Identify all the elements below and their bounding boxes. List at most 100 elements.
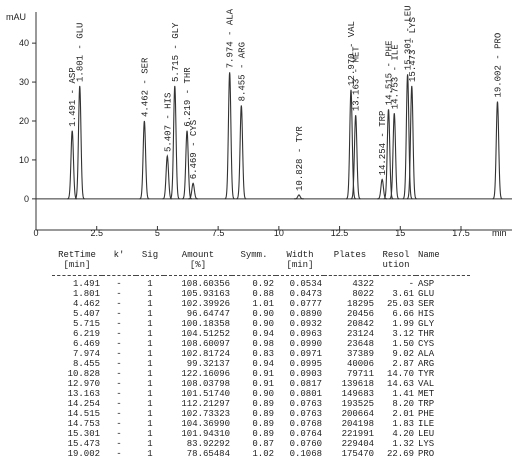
table-cell: 78.65484 <box>186 449 230 459</box>
peak-label: 14.515 - PHE <box>385 41 395 106</box>
table-row: 7.974 - 1 102.81724 0.83 0.0971 37389 9.02 ALA <box>52 349 470 359</box>
table-row: 4.462 - 1 102.39926 1.01 0.0777 18295 25.03 SER <box>52 299 470 309</box>
table-cell: 5.407 <box>72 309 100 319</box>
table-cell: 1 <box>147 449 153 459</box>
peak-label: 5.407 - HIS <box>163 93 173 152</box>
table-cell: 175470 <box>341 449 374 459</box>
peak <box>406 85 417 200</box>
peak-label: 10.828 - TYR <box>295 126 305 191</box>
table-cell: 14.63 <box>386 379 414 389</box>
table-cell: 7.974 <box>72 349 100 359</box>
table-cell: 0.90 <box>252 309 274 319</box>
table-cell: 40006 <box>346 359 374 369</box>
table-cell: ILE <box>418 419 435 429</box>
peak-label: 8.455 - ARG <box>237 42 247 101</box>
header-cell: Resol ution <box>376 250 416 276</box>
table-cell: 139618 <box>341 379 374 389</box>
table-cell: 1 <box>147 429 153 439</box>
peak-label: 1.801 - GLU <box>76 23 86 82</box>
header-cell: Plates <box>324 250 376 276</box>
table-cell: 10.828 <box>67 369 100 379</box>
table-cell: 0.0903 <box>289 369 322 379</box>
peak <box>294 194 304 200</box>
table-cell: 6.66 <box>392 309 414 319</box>
table-cell: - <box>116 339 122 349</box>
table-cell: 200664 <box>341 409 374 419</box>
table-row: 6.469 - 1 108.60097 0.98 0.0990 23648 1.50 CYS <box>52 339 470 349</box>
header-text: k' <box>113 250 125 260</box>
table-cell: 0.0971 <box>289 349 322 359</box>
table-cell: TRP <box>418 399 435 409</box>
table-row: 5.715 - 1 100.18358 0.90 0.0932 20842 1.99 GLY <box>52 319 470 329</box>
header-cell: RetTime [min] <box>52 250 102 276</box>
table-cell: 108.60356 <box>181 279 230 289</box>
table-cell: 1.41 <box>392 389 414 399</box>
y-tick-label: 20 <box>19 116 29 126</box>
table-row: 1.801 - 1 105.93163 0.88 0.0473 8022 3.61 GLU <box>52 289 470 299</box>
peak <box>377 178 388 200</box>
table-cell: 0.98 <box>252 339 274 349</box>
table-cell: - <box>116 369 122 379</box>
table-row: 13.163 - 1 101.51740 0.90 0.0801 149683 1.41 MET <box>52 389 470 399</box>
header-cell: Symm. <box>232 250 276 276</box>
table-cell: 25.03 <box>386 299 414 309</box>
table-cell: 8022 <box>352 289 374 299</box>
table-cell: ARG <box>418 359 435 369</box>
table-cell: 0.0760 <box>289 439 322 449</box>
table-cell: 1 <box>147 439 153 449</box>
peak <box>162 154 173 200</box>
table-cell: 122.16096 <box>181 369 230 379</box>
table-cell: 22.69 <box>386 449 414 459</box>
table-cell: 79711 <box>346 369 374 379</box>
peak <box>236 105 247 200</box>
header-text: ution <box>382 260 410 270</box>
header-text: Resol <box>382 250 410 260</box>
table-cell: 0.94 <box>252 359 274 369</box>
peak <box>139 120 150 200</box>
table-cell: 3.12 <box>392 329 414 339</box>
table-row: 12.970 - 1 108.03798 0.91 0.0817 139618 14.63 VA… <box>52 379 470 389</box>
header-text: [min] <box>63 260 91 270</box>
peak-label: 14.753 - ILE <box>390 44 400 109</box>
peak-label: 1.491 - ASP <box>68 67 78 126</box>
table-cell: 1 <box>147 389 153 399</box>
table-cell: 23648 <box>346 339 374 349</box>
table-cell: 1.50 <box>392 339 414 349</box>
table-row: 15.473 - 1 83.92292 0.87 0.0760 229404 1.32 LYS <box>52 439 470 449</box>
table-cell: 1 <box>147 309 153 319</box>
table-cell: 0.89 <box>252 419 274 429</box>
table-cell: 1.801 <box>72 289 100 299</box>
y-tick-label: 0 <box>24 194 29 204</box>
table-cell: - <box>116 349 122 359</box>
table-cell: - <box>116 399 122 409</box>
table-cell: 108.03798 <box>181 379 230 389</box>
peak-label: 19.002 - PRO <box>493 33 503 98</box>
table-cell: 0.0473 <box>289 289 322 299</box>
table-cell: 0.0995 <box>289 359 322 369</box>
peak <box>188 182 198 200</box>
table-row: 15.301 - 1 101.94310 0.89 0.0764 221991 4.20 LEU <box>52 429 470 439</box>
peak <box>74 85 85 200</box>
header-text: Name <box>418 250 440 260</box>
table-cell: 23124 <box>346 329 374 339</box>
table-cell: 0.89 <box>252 409 274 419</box>
table-cell: 102.81724 <box>181 349 230 359</box>
header-text: Symm. <box>240 250 268 260</box>
peak <box>389 113 400 200</box>
header-cell: Amount [%] <box>164 250 232 276</box>
table-cell: 1 <box>147 369 153 379</box>
table-cell: 0.0763 <box>289 399 322 409</box>
table-cell: 105.93163 <box>181 289 230 299</box>
table-cell: 0.0801 <box>289 389 322 399</box>
table-cell: GLU <box>418 289 435 299</box>
table-cell: 221991 <box>341 429 374 439</box>
table-row: 8.455 - 1 99.32137 0.94 0.0995 40006 2.87 ARG <box>52 359 470 369</box>
peak <box>67 130 78 200</box>
peak-label: 15.473 - LYS <box>408 17 418 82</box>
table-cell: 1 <box>147 279 153 289</box>
header-text: Width <box>286 250 314 260</box>
table-cell: 99.32137 <box>186 359 230 369</box>
table-row: 19.002 - 1 78.65484 1.02 0.1068 175470 22.69 PRO <box>52 449 470 459</box>
table-cell: 0.90 <box>252 319 274 329</box>
table-cell: 0.0963 <box>289 329 322 339</box>
